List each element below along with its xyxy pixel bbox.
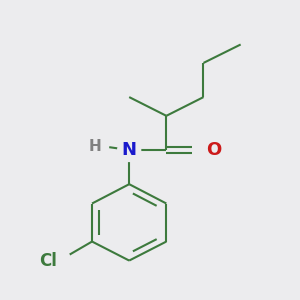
Text: O: O (206, 141, 222, 159)
Text: H: H (89, 139, 102, 154)
Circle shape (118, 139, 141, 161)
Text: Cl: Cl (39, 252, 57, 270)
Circle shape (44, 248, 70, 274)
Circle shape (194, 138, 219, 162)
Text: N: N (122, 141, 137, 159)
Circle shape (96, 140, 107, 152)
